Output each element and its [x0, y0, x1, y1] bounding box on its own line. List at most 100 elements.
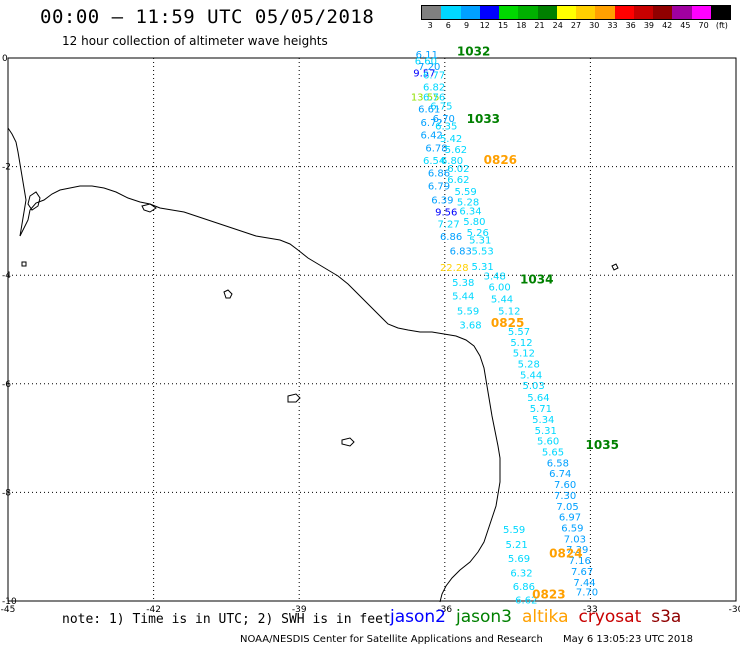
- wave-height-label: 6.42: [421, 130, 443, 141]
- wave-height-label: 5.12: [510, 338, 532, 349]
- legend-swatch: [614, 6, 634, 19]
- legend-unit: (ft): [715, 21, 728, 30]
- legend-label: 30: [589, 21, 600, 30]
- grid-lines: [7, 57, 737, 602]
- wave-height-label: 6.76: [423, 92, 445, 103]
- lon-tick-label: -39: [292, 605, 307, 615]
- satellite-legend-item: jason3: [456, 607, 512, 627]
- coastline-island-1: [223, 289, 233, 299]
- wave-height-label: 6.62: [515, 596, 537, 607]
- wave-height-label: 3.48: [484, 272, 506, 283]
- wave-height-label: 6.61: [418, 104, 440, 115]
- legend-label: 3: [427, 21, 433, 30]
- legend-swatch: [633, 6, 653, 19]
- page-subtitle: 12 hour collection of altimeter wave hei…: [62, 34, 328, 48]
- wave-height-label: 5.31: [535, 426, 557, 437]
- coastline-mainland: [19, 185, 501, 603]
- satellite-legend: jason2 jason3 altika cryosat s3a: [390, 607, 691, 627]
- legend-swatch: [576, 6, 596, 19]
- wave-height-label: 5.59: [503, 525, 525, 536]
- legend-swatch: [499, 6, 519, 19]
- wave-height-label: 6.80: [441, 156, 463, 167]
- coastline-island-2: [287, 393, 301, 403]
- lat-tick-label: -10: [2, 597, 17, 607]
- wave-height-label: 5.31: [469, 236, 491, 247]
- wave-height-label: 9.56: [435, 207, 457, 218]
- legend-label: 15: [497, 21, 509, 30]
- legend-label: 27: [570, 21, 582, 30]
- wave-height-label: 7.60: [554, 480, 576, 491]
- wave-height-label: 5.80: [463, 217, 485, 228]
- wave-height-label: 5.31: [471, 262, 493, 273]
- legend-label: 12: [479, 21, 490, 30]
- wave-height-label: 6.32: [510, 569, 532, 580]
- legend-swatch: [710, 6, 730, 19]
- coastline: [7, 127, 619, 603]
- wave-height-label: 9.57: [413, 68, 435, 79]
- wave-height-label: 22.28: [440, 263, 469, 274]
- coastline-west-bay: [7, 127, 27, 237]
- wave-height-label: 6.59: [561, 523, 583, 534]
- map-frame: [7, 57, 737, 602]
- credit-org: NOAA/NESDIS Center for Satellite Applica…: [240, 634, 543, 645]
- wave-height-label: 5.60: [537, 437, 559, 448]
- credit-timestamp: May 6 13:05:23 UTC 2018: [563, 634, 693, 645]
- satellite-legend-item: altika: [522, 607, 569, 627]
- wave-height-label: 5.62: [445, 145, 467, 156]
- wave-height-label: 3.68: [459, 320, 481, 331]
- coastline-island-5: [611, 263, 619, 271]
- wave-height-label: 5.57: [508, 327, 530, 338]
- wave-height-label: 5.53: [471, 247, 493, 258]
- lat-tick-label: -6: [2, 380, 11, 390]
- lon-tick-label: -36: [437, 605, 452, 615]
- wave-height-label: 5.21: [505, 540, 527, 551]
- wave-height-label: 7.44: [573, 578, 595, 589]
- wave-height-label: 6.86: [513, 582, 535, 593]
- wave-height-label: 6.60: [415, 57, 437, 68]
- wave-height-label: 5.69: [508, 554, 530, 565]
- wave-height-label: 5.59: [455, 187, 477, 198]
- wave-height-label: 5.38: [452, 278, 474, 289]
- satellite-legend-item: jason2: [390, 607, 446, 627]
- wave-height-label: 6.72: [421, 118, 443, 129]
- legend-label: 24: [552, 21, 563, 30]
- page-title: 00:00 – 11:59 UTC 05/05/2018: [40, 6, 375, 28]
- legend-swatch: [422, 6, 442, 19]
- legend-label: 21: [534, 21, 545, 30]
- legend-label: 45: [680, 21, 691, 30]
- lat-tick-label: -4: [2, 271, 11, 281]
- wave-height-label: 5.12: [498, 306, 520, 317]
- wave-height-label: 6.82: [423, 83, 445, 94]
- legend-label: 39: [643, 21, 655, 30]
- legend-label: 18: [516, 21, 527, 30]
- wave-height-labels: 6.116.607.209.576.776.8213.556.766.756.6…: [411, 50, 598, 607]
- lon-tick-label: -45: [1, 605, 16, 615]
- wave-height-label: 7.30: [554, 491, 576, 502]
- wave-height-label: 6.78: [425, 143, 447, 154]
- legend-swatch: [518, 6, 538, 19]
- lat-tick-label: 0: [2, 54, 8, 64]
- legend-label: 36: [625, 21, 636, 30]
- wave-height-label: 6.35: [435, 122, 457, 133]
- wave-height-label: 5.28: [457, 198, 479, 209]
- legend-swatch: [556, 6, 576, 19]
- pass-id-label: 0824: [549, 547, 582, 561]
- legend-swatch: [653, 6, 673, 19]
- wave-height-label: 7.67: [571, 567, 593, 578]
- wave-height-label: 7.05: [556, 502, 578, 513]
- wave-height-label: 6.34: [459, 206, 481, 217]
- legend-swatch: [691, 6, 711, 19]
- wave-height-label: 6.58: [547, 458, 569, 469]
- pass-id-label: 0823: [532, 587, 565, 601]
- coastline-island-3: [341, 437, 355, 447]
- wave-height-label: 6.02: [447, 164, 469, 175]
- wave-height-label: 6.39: [431, 196, 453, 207]
- wave-height-label: 6.75: [430, 102, 452, 113]
- wave-height-label: 6.86: [428, 168, 450, 179]
- coastline-island-6: [21, 261, 27, 267]
- pass-id-label: 1035: [586, 438, 619, 452]
- pass-id-label: 0825: [491, 316, 524, 330]
- wave-height-label: 6.11: [416, 50, 438, 61]
- wave-height-label: 5.26: [467, 228, 489, 239]
